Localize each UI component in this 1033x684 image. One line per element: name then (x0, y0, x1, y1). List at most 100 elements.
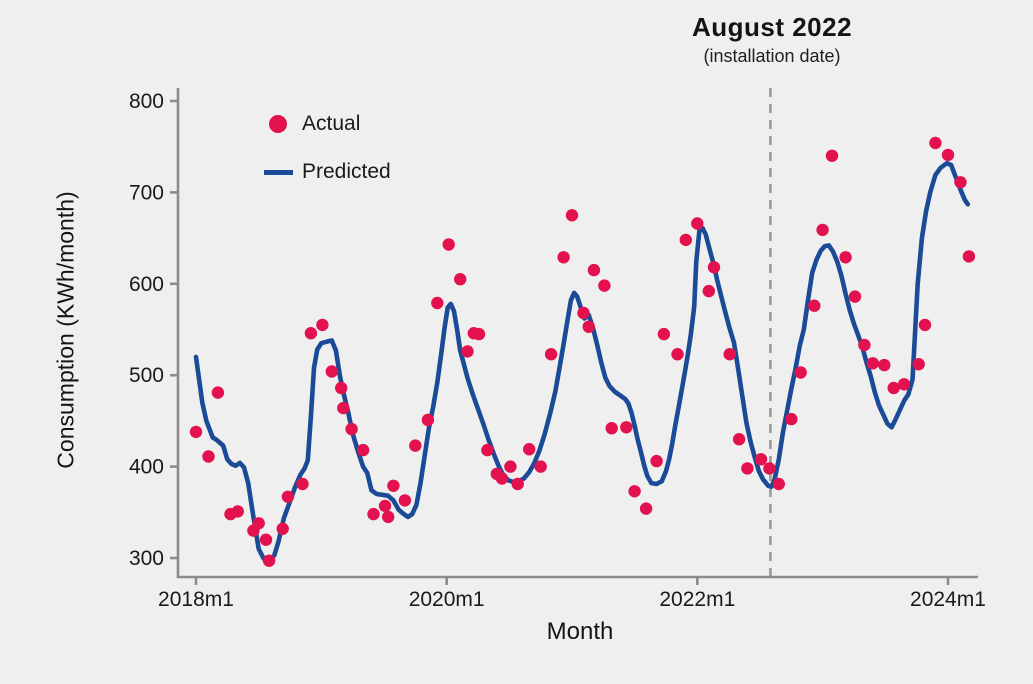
actual-point (848, 290, 862, 303)
actual-point (231, 505, 244, 518)
actual-point (954, 176, 967, 189)
x-tick-label: 2022m1 (659, 588, 735, 611)
actual-point (461, 345, 474, 358)
actual-point (387, 479, 400, 492)
actual-point (897, 378, 911, 391)
actual-point (337, 401, 350, 415)
actual-point (587, 263, 601, 277)
actual-point (442, 238, 455, 251)
actual-point (679, 233, 692, 247)
actual-point (639, 502, 653, 515)
actual-point (839, 251, 852, 264)
y-tick-label: 500 (129, 364, 164, 387)
actual-point (189, 425, 203, 439)
actual-point (335, 381, 348, 395)
chart-title-block: August 2022 (installation date) (692, 12, 852, 67)
actual-point (732, 433, 746, 446)
actual-point (202, 450, 215, 463)
actual-point (929, 136, 942, 150)
legend-label-predicted: Predicted (302, 160, 391, 183)
actual-point (262, 554, 276, 567)
actual-point (825, 149, 839, 162)
actual-marker-box (263, 115, 293, 133)
actual-point (878, 358, 891, 372)
legend-item-predicted: Predicted (263, 160, 391, 184)
predicted-line (193, 160, 971, 563)
actual-point (702, 284, 715, 298)
legend-item-actual: Actual (263, 112, 391, 136)
actual-point (544, 348, 558, 361)
y-tick-label: 600 (129, 273, 164, 296)
actual-point (276, 522, 289, 535)
actual-point (382, 510, 395, 524)
actual-dot-icon (269, 115, 287, 133)
x-axis-title: Month (546, 618, 614, 645)
actual-point (211, 386, 225, 399)
actual-point (582, 320, 595, 333)
predicted-marker-box (263, 169, 293, 175)
actual-point (565, 209, 579, 222)
actual-point (252, 517, 265, 530)
legend: Actual Predicted (263, 112, 391, 184)
actual-point (808, 299, 821, 312)
actual-point (754, 453, 768, 466)
actual-point (495, 472, 509, 485)
actual-point (816, 223, 829, 237)
actual-point (620, 421, 633, 434)
actual-point (912, 358, 925, 371)
actual-point (628, 485, 641, 498)
actual-point (409, 439, 422, 452)
actual-point (577, 306, 590, 320)
actual-point (918, 318, 932, 332)
actual-point (858, 338, 871, 352)
actual-point (723, 348, 736, 361)
actual-point (794, 366, 807, 379)
actual-point (534, 460, 547, 473)
y-axis-title: Consumption (KWh/month) (52, 191, 79, 469)
actual-point (887, 381, 900, 395)
actual-point (316, 318, 329, 332)
legend-label-actual: Actual (302, 112, 361, 135)
actual-point (356, 443, 370, 457)
actual-point (304, 327, 318, 340)
actual-point (431, 296, 444, 310)
actual-point (866, 357, 879, 370)
actual-point (598, 279, 611, 292)
x-tick-label: 2020m1 (409, 588, 485, 611)
actual-point (511, 477, 524, 491)
actual-point (671, 348, 684, 361)
actual-point (691, 217, 704, 230)
y-tick-label: 700 (129, 181, 164, 204)
actual-point (707, 261, 721, 274)
actual-point (741, 462, 754, 475)
actual-point (398, 494, 412, 507)
actual-point (763, 462, 776, 475)
actual-point (962, 250, 976, 263)
actual-point (557, 251, 570, 264)
actual-point (523, 443, 536, 456)
actual-point (367, 507, 380, 521)
actual-point (378, 499, 392, 513)
y-tick-label: 300 (129, 547, 164, 570)
actual-point (259, 533, 273, 546)
actual-point (772, 477, 785, 491)
x-tick-label: 2024m1 (910, 588, 986, 611)
actual-point (504, 460, 517, 473)
actual-point (785, 412, 798, 426)
x-tick-label: 2018m1 (158, 588, 234, 611)
chart-title: August 2022 (691, 12, 853, 42)
actual-point (454, 273, 467, 286)
actual-point (941, 148, 955, 162)
actual-point (325, 365, 338, 378)
actual-point (650, 454, 663, 468)
actual-point (472, 327, 486, 341)
y-tick-label: 800 (129, 90, 164, 113)
actual-point (281, 490, 295, 503)
actual-point (296, 477, 309, 491)
actual-point (481, 443, 494, 457)
y-tick-label: 400 (129, 456, 164, 479)
axis-frame (176, 88, 978, 579)
installation-date-subtitle: (installation date) (703, 46, 841, 66)
